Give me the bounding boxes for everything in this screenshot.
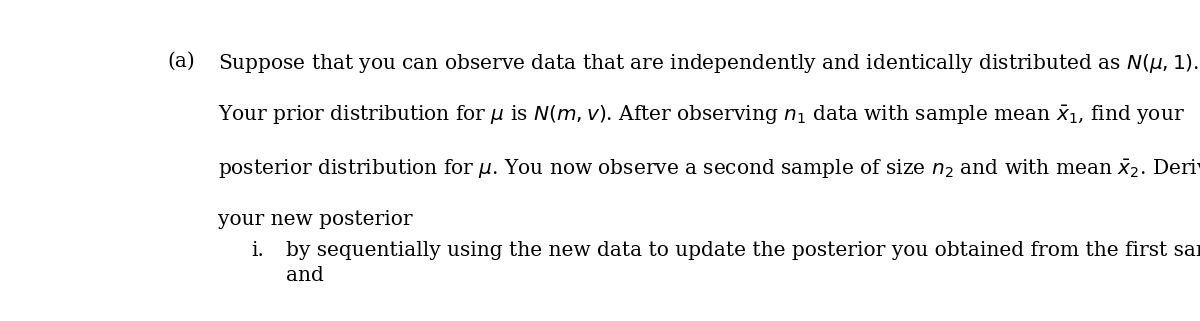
Text: your new posterior: your new posterior <box>218 210 413 229</box>
Text: Your prior distribution for $\mu$ is $N(m, v)$. After observing $n_1$ data with : Your prior distribution for $\mu$ is $N(… <box>218 104 1186 127</box>
Text: by sequentially using the new data to update the posterior you obtained from the: by sequentially using the new data to up… <box>286 241 1200 260</box>
Text: posterior distribution for $\mu$. You now observe a second sample of size $n_2$ : posterior distribution for $\mu$. You no… <box>218 158 1200 181</box>
Text: Suppose that you can observe data that are independently and identically distrib: Suppose that you can observe data that a… <box>218 52 1200 74</box>
Text: i.: i. <box>251 241 264 260</box>
Text: (a): (a) <box>167 52 194 71</box>
Text: and: and <box>286 266 324 285</box>
